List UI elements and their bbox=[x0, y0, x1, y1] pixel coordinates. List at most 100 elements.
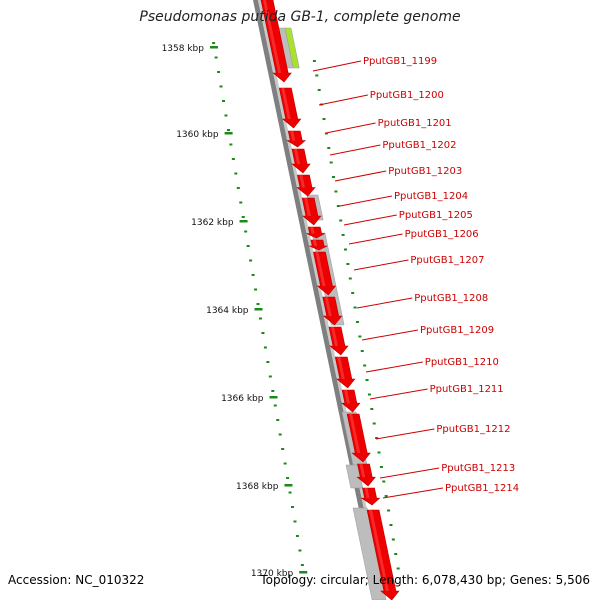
gene-label: PputGB1_1203 bbox=[388, 166, 462, 177]
ring-dot bbox=[372, 422, 376, 425]
ring-dot bbox=[246, 245, 250, 247]
ring-dot bbox=[375, 437, 379, 439]
ring-dot bbox=[271, 390, 275, 392]
ring-dot bbox=[315, 74, 319, 77]
gene-labels-layer: PputGB1_1199 PputGB1_1200 PputGB1_1201 Pput… bbox=[312, 56, 519, 499]
kbp-tick-mark bbox=[239, 220, 248, 223]
gene-highlight bbox=[331, 327, 338, 346]
ring-dot bbox=[241, 216, 245, 218]
gene-label-leader bbox=[353, 259, 409, 271]
ring-dot bbox=[346, 263, 350, 265]
gene-highlight bbox=[293, 149, 301, 164]
gene-label-leader bbox=[356, 297, 413, 309]
ring-dot bbox=[258, 317, 262, 320]
gene-highlight bbox=[299, 175, 306, 188]
gene-label: PputGB1_1211 bbox=[430, 384, 504, 395]
ring-dot bbox=[219, 85, 223, 88]
gene-highlight bbox=[315, 252, 326, 286]
ring-dot bbox=[391, 538, 395, 541]
ring-dot bbox=[327, 147, 331, 149]
feature-gray bbox=[352, 507, 387, 600]
gene-highlight bbox=[304, 198, 311, 216]
gene-label: PputGB1_1209 bbox=[420, 325, 494, 336]
genome-title: Pseudomonas putida GB-1, complete genome bbox=[139, 9, 461, 25]
ring-dot bbox=[222, 100, 225, 102]
gene-highlight bbox=[263, 0, 282, 73]
gene-highlight bbox=[359, 464, 366, 478]
gene-label: PputGB1_1204 bbox=[394, 191, 468, 202]
ring-dot bbox=[353, 306, 357, 309]
kbp-tick-mark bbox=[254, 308, 263, 311]
ring-dot bbox=[348, 277, 352, 280]
gene-label-leader bbox=[343, 214, 397, 226]
ring-dot bbox=[329, 161, 333, 164]
ring-dot bbox=[234, 172, 238, 175]
kbp-tick-mark bbox=[224, 132, 233, 135]
dotted-ring-layer bbox=[212, 42, 400, 570]
gene-label: PputGB1_1206 bbox=[405, 229, 479, 240]
ring-dot bbox=[382, 480, 386, 483]
gene-label-leader bbox=[365, 361, 423, 373]
ring-dot bbox=[387, 509, 391, 512]
ring-dot bbox=[256, 303, 260, 305]
gene-highlight bbox=[290, 131, 296, 141]
ring-dot bbox=[389, 524, 393, 526]
gene-highlight bbox=[281, 88, 291, 119]
ring-dot bbox=[281, 448, 285, 450]
gene-label: PputGB1_1202 bbox=[382, 140, 456, 151]
gene-label-leader bbox=[382, 487, 444, 499]
ring-dot bbox=[394, 553, 398, 555]
ring-dot bbox=[379, 466, 383, 468]
ring-dot bbox=[317, 89, 321, 91]
ring-dot bbox=[295, 535, 299, 537]
ring-dot bbox=[396, 567, 400, 570]
gene-label-leader bbox=[369, 388, 428, 400]
kbp-tick-label: 1358 kbp bbox=[162, 44, 205, 54]
ring-dot bbox=[244, 230, 248, 233]
ring-dot bbox=[355, 321, 359, 323]
gene-label-leader bbox=[318, 94, 368, 106]
ring-dot bbox=[276, 419, 280, 421]
gene-label: PputGB1_1200 bbox=[370, 90, 444, 101]
ring-dot bbox=[229, 143, 233, 146]
gene-label-leader bbox=[339, 195, 393, 207]
ring-dot bbox=[370, 408, 374, 410]
ring-dot bbox=[322, 118, 326, 120]
gene-label-leader bbox=[375, 428, 435, 440]
gene-label-leader bbox=[329, 144, 381, 156]
ring-dot bbox=[217, 71, 221, 73]
kbp-tick-label: 1368 kbp bbox=[236, 482, 279, 492]
ring-dot bbox=[212, 42, 216, 44]
ring-dot bbox=[239, 201, 243, 204]
kbp-tick-mark bbox=[269, 396, 278, 399]
ring-dot bbox=[334, 190, 338, 193]
kbp-tick-mark bbox=[209, 46, 218, 49]
ring-dot bbox=[226, 129, 230, 131]
kbp-ticks-layer: 1358 kbp 1360 kbp 1362 kbp 1364 kbp 1366 kbp… bbox=[162, 44, 308, 579]
ring-dot bbox=[312, 60, 316, 62]
ring-dot bbox=[298, 549, 302, 552]
ring-dot bbox=[363, 364, 367, 367]
ring-dot bbox=[358, 335, 362, 338]
ring-dot bbox=[283, 462, 287, 465]
ring-dot bbox=[273, 404, 277, 407]
genes-layer bbox=[260, 0, 400, 600]
gene-label: PputGB1_1207 bbox=[410, 255, 484, 266]
ring-dot bbox=[214, 56, 218, 59]
accession-text: Accession: NC_010322 bbox=[8, 573, 145, 587]
ring-dot bbox=[288, 491, 292, 494]
ring-dot bbox=[251, 274, 255, 276]
kbp-tick-label: 1370 kbp bbox=[251, 569, 294, 579]
gene-label-leader bbox=[361, 329, 419, 341]
gene-label: PputGB1_1213 bbox=[441, 463, 515, 474]
ring-dot bbox=[224, 114, 228, 117]
gene-label: PputGB1_1199 bbox=[363, 56, 437, 67]
gene-label-leader bbox=[348, 233, 403, 245]
ring-dot bbox=[344, 248, 348, 251]
ring-dot bbox=[286, 477, 290, 479]
gene-label-leader bbox=[312, 60, 362, 72]
ring-dot bbox=[339, 219, 343, 222]
kbp-tick-label: 1366 kbp bbox=[221, 394, 264, 404]
gene-highlight bbox=[312, 240, 318, 246]
gene-label-leader bbox=[325, 122, 376, 134]
